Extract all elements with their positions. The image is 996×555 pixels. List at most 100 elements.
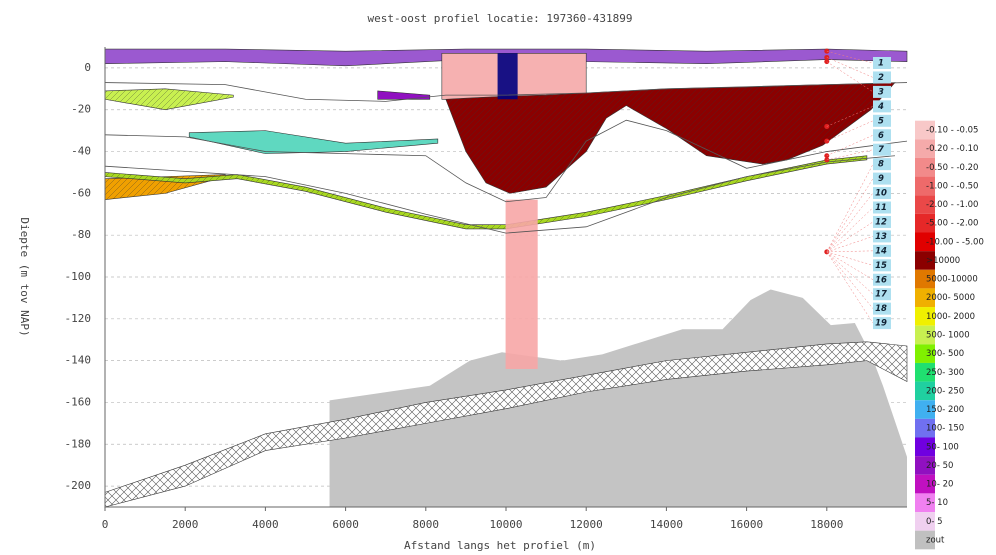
layer-label-box [873, 114, 891, 127]
layer-label-box [873, 158, 891, 171]
legend-swatch [915, 456, 935, 475]
legend-label: 300- 500 [926, 349, 964, 359]
x-tick-label: 12000 [570, 518, 603, 531]
legend-swatch [915, 530, 935, 550]
x-tick-label: 2000 [172, 518, 199, 531]
y-tick-label: -100 [65, 270, 92, 283]
y-tick-label: 0 [84, 61, 91, 74]
layer-label-box [873, 244, 891, 257]
legend-swatch [915, 512, 935, 531]
layer-label-box [873, 302, 891, 315]
connector [826, 164, 874, 253]
y-tick-label: -120 [65, 312, 92, 325]
legend-swatch [915, 120, 935, 140]
layer-hatch [105, 88, 234, 110]
layer-label-box [873, 57, 891, 69]
legend-swatch [915, 344, 935, 363]
layer-label-box [873, 100, 891, 113]
y-tick-label: -20 [71, 103, 91, 116]
chart-title: west-oost profiel locatie: 197360-431899 [368, 12, 633, 25]
layer-band [377, 90, 431, 100]
layer-label-box [873, 259, 891, 272]
layer-label: 5 [878, 116, 884, 126]
y-tick-label: -40 [71, 145, 91, 158]
legend-swatch [915, 157, 935, 177]
legend-swatch [915, 251, 935, 270]
legend-label: >10000 [926, 256, 960, 266]
area [329, 289, 907, 507]
legend: -0.10 - -0.05 -0.20 - -0.10 -0.50 - -0.20 -… [915, 120, 984, 550]
connector [826, 251, 874, 295]
layer-label: 15 [875, 261, 887, 271]
x-tick-label: 16000 [730, 518, 763, 531]
layer-label-box [873, 143, 891, 156]
x-tick-label: 18000 [810, 518, 843, 531]
legend-swatch [915, 474, 935, 494]
legend-swatch [915, 307, 935, 326]
legend-label: 20- 50 [926, 461, 953, 471]
y-tick-label: -140 [65, 354, 92, 367]
legend-swatch [915, 139, 935, 158]
legend-label: 10- 20 [926, 480, 953, 490]
legend-label: -2.00 - -1.00 [926, 200, 978, 210]
layer-label-box [873, 201, 891, 214]
legend-swatch [915, 418, 935, 438]
legend-swatch [915, 400, 935, 419]
layer-label: 4 [877, 102, 884, 112]
connector [826, 236, 874, 253]
legend-label: 200- 250 [926, 386, 964, 396]
legend-label: 500- 1000 [926, 331, 970, 341]
layer-label-box [873, 85, 891, 98]
layer-label: 16 [875, 275, 887, 285]
connector [826, 57, 874, 78]
y-tick-label: -60 [71, 186, 91, 199]
contour-line [104, 155, 896, 234]
connector [826, 178, 874, 253]
layer-label: 1 [878, 59, 884, 69]
connector [826, 192, 874, 253]
x-tick-label: 14000 [650, 518, 683, 531]
connector [826, 120, 874, 142]
legend-label: zout [926, 536, 945, 546]
connector [826, 251, 874, 266]
layer-label: 2 [878, 73, 884, 83]
column [505, 199, 538, 369]
layer-label: 3 [878, 87, 884, 97]
legend-swatch [915, 437, 935, 457]
legend-swatch [915, 325, 935, 345]
connector [826, 61, 874, 93]
x-axis-title: Afstand langs het profiel (m) [404, 539, 596, 552]
legend-swatch [915, 176, 935, 196]
legend-swatch [915, 213, 935, 233]
connector [826, 251, 874, 280]
legend-label: 1000- 2000 [926, 312, 975, 322]
layer-label-box [873, 187, 891, 200]
y-axis-title: Diepte (m tov NAP) [18, 217, 31, 336]
contour-line [104, 119, 908, 203]
legend-label: 2000- 5000 [926, 293, 975, 303]
layer-label: 17 [875, 290, 887, 300]
legend-label: 100- 150 [926, 424, 964, 434]
layer-label-box [873, 230, 891, 243]
legend-swatch [915, 493, 935, 513]
layer-label-box [873, 71, 891, 84]
contour-line [104, 82, 908, 102]
x-tick-label: 8000 [413, 518, 440, 531]
legend-swatch [915, 232, 935, 252]
legend-label: 5000-10000 [926, 275, 978, 285]
layer-label: 9 [878, 174, 884, 184]
layer-label-box [873, 288, 891, 301]
legend-label: 150- 200 [926, 405, 964, 415]
y-tick-label: -180 [65, 437, 92, 450]
plot-area: 0 -20 -40 -60 -80 -100 -120 -140 -160 -180 -200 0 20… [65, 47, 908, 531]
layer-label: 7 [878, 145, 884, 155]
legend-label: 50- 100 [926, 442, 959, 452]
legend-label: 5- 10 [926, 498, 948, 508]
layer-label: 13 [875, 232, 887, 242]
layer-label-box [873, 172, 891, 185]
layer-label: 10 [875, 189, 887, 199]
legend-swatch [915, 362, 935, 382]
layer-label-box [873, 317, 891, 330]
x-tick-label: 4000 [252, 518, 279, 531]
